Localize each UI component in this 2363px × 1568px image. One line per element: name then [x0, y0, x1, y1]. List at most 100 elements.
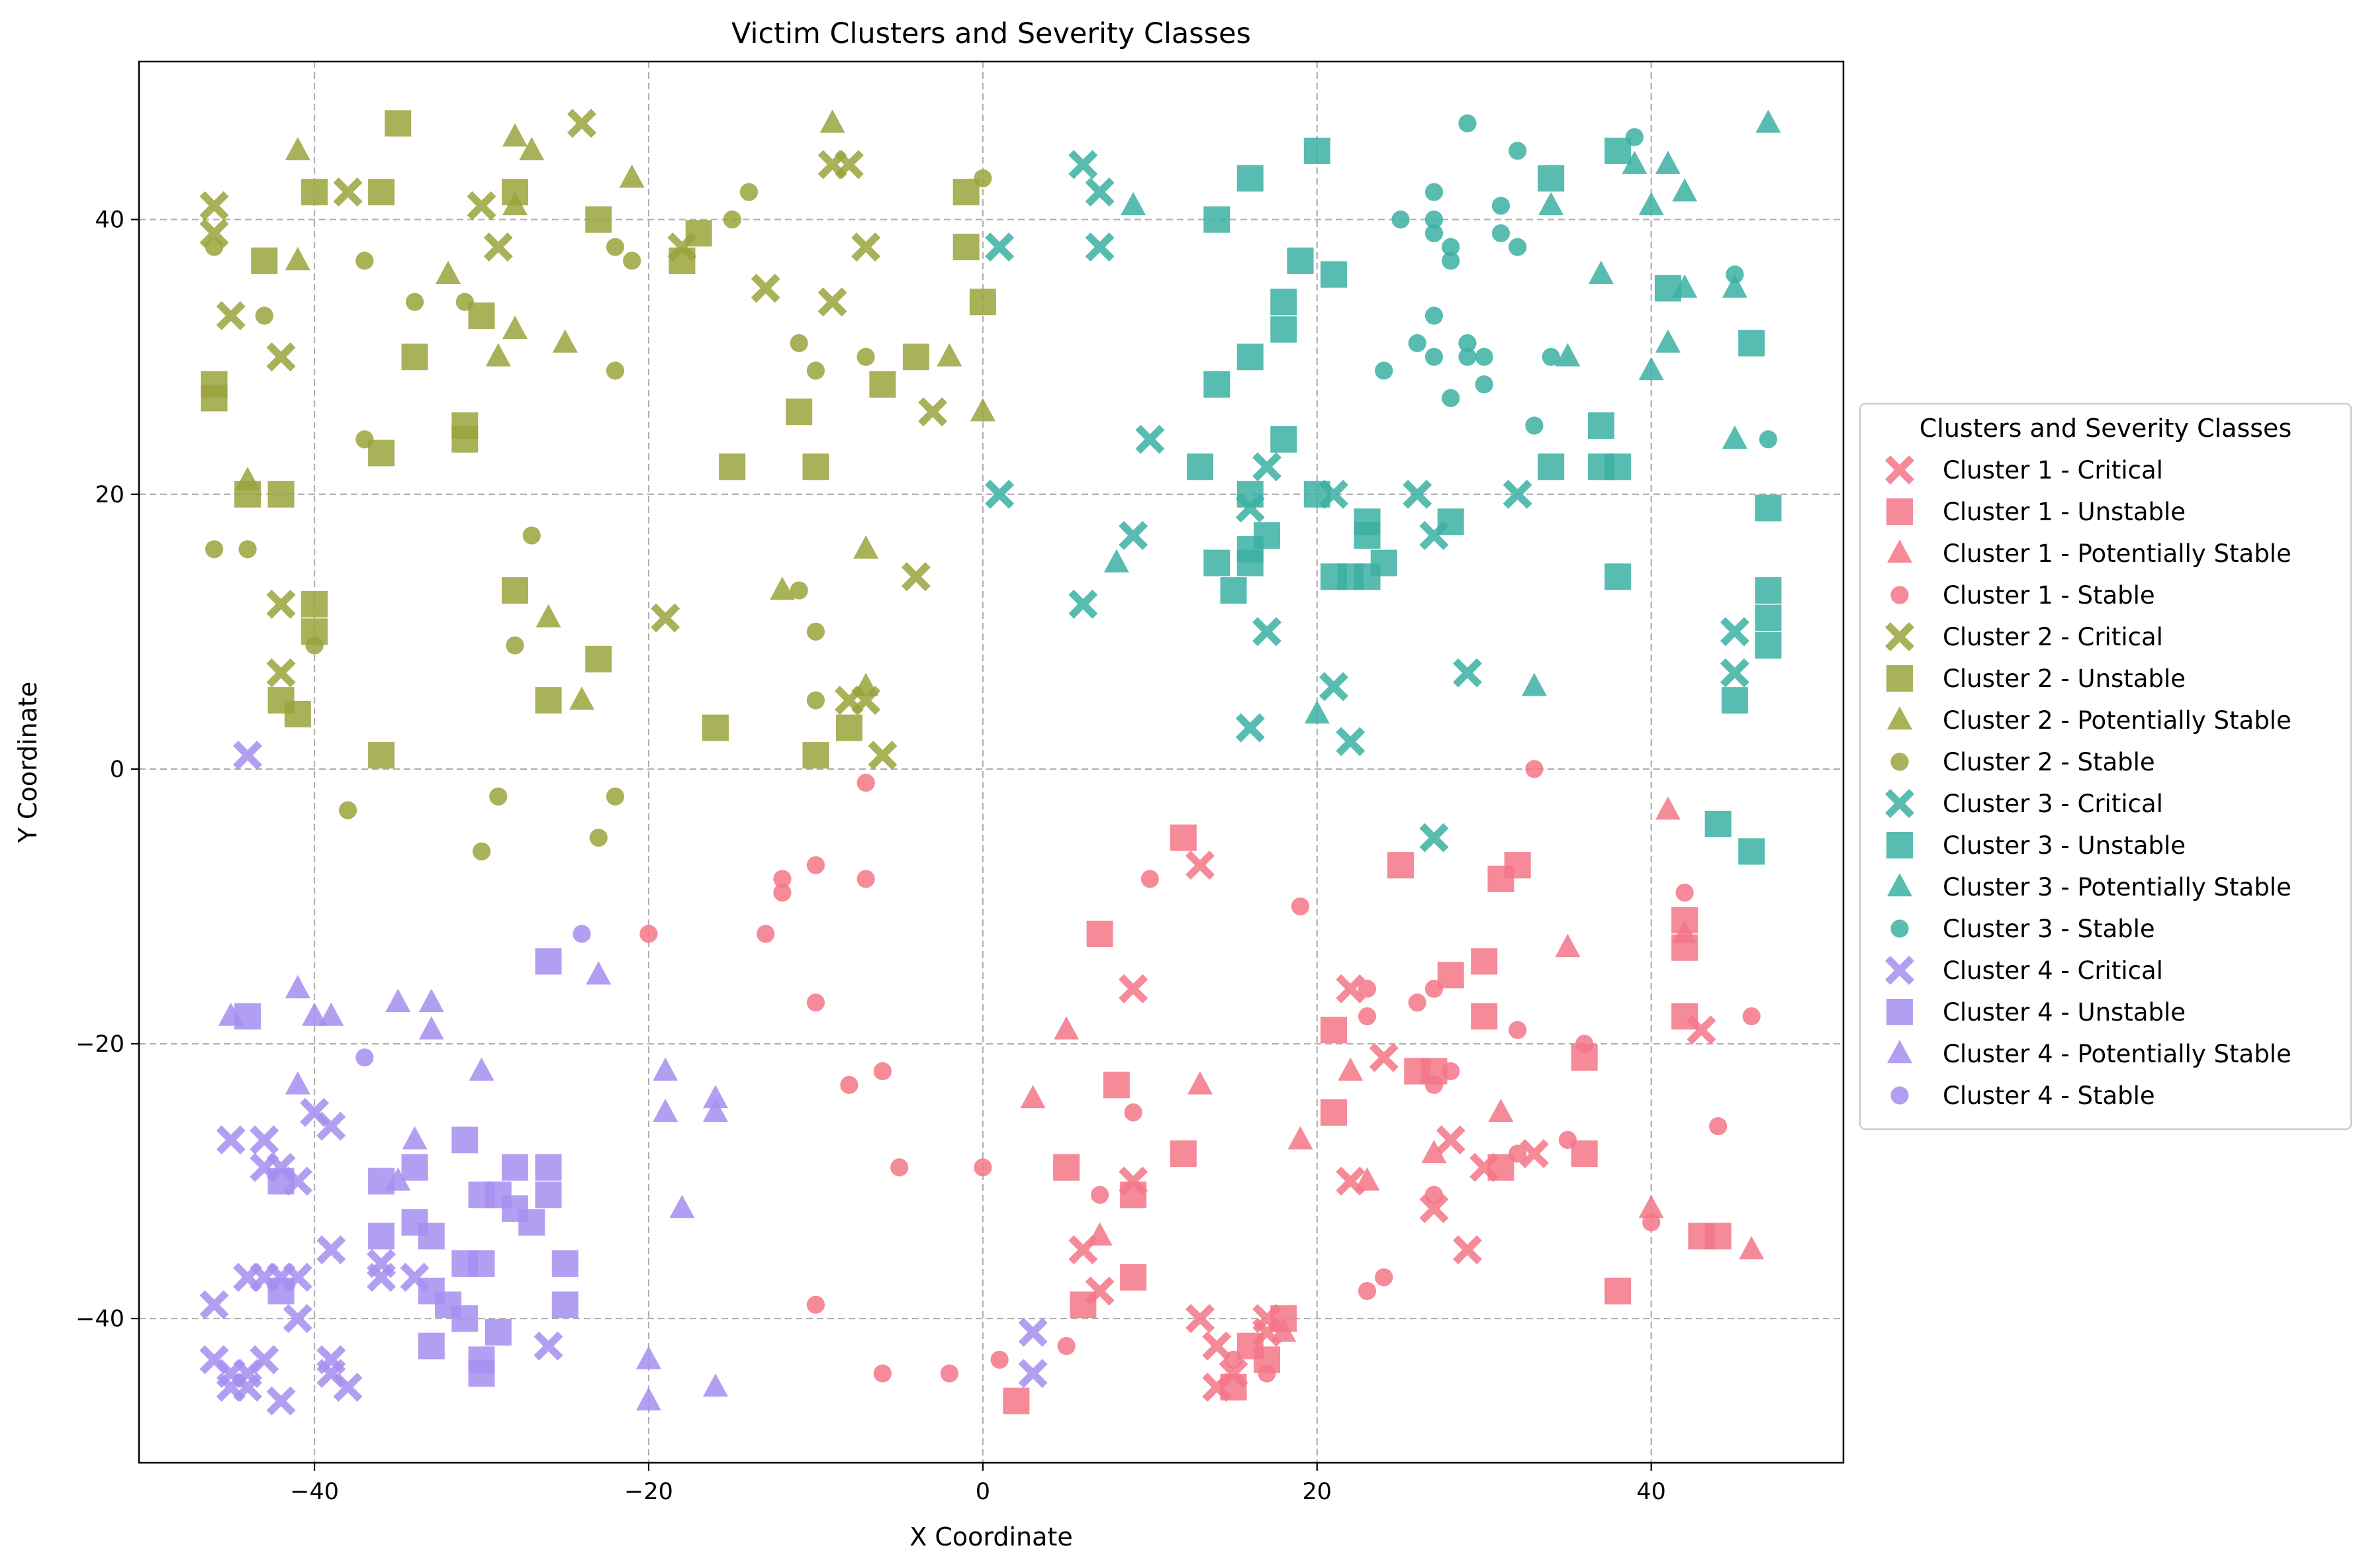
legend-marker: [1886, 999, 1913, 1025]
x-tick-label: 40: [1636, 1479, 1666, 1505]
data-point: [1625, 128, 1644, 146]
y-tick-label: 40: [95, 207, 124, 234]
data-point: [1655, 796, 1681, 820]
data-point: [1671, 1003, 1698, 1030]
data-point: [472, 842, 491, 861]
data-point: [1124, 1103, 1142, 1122]
data-point: [1068, 589, 1098, 619]
data-point: [1503, 479, 1532, 509]
data-point: [790, 334, 808, 353]
data-point: [468, 302, 495, 329]
data-point: [651, 603, 680, 633]
data-point: [853, 535, 879, 559]
data-point: [266, 658, 296, 688]
data-point: [368, 179, 395, 206]
data-point: [739, 183, 759, 201]
data-point: [1672, 920, 1698, 944]
data-point: [1642, 1213, 1661, 1232]
legend-label: Cluster 2 - Unstable: [1943, 665, 2186, 693]
legend-label: Cluster 4 - Unstable: [1943, 998, 2186, 1027]
data-point: [623, 252, 641, 270]
legend-marker: [1885, 789, 1914, 818]
data-point: [952, 179, 980, 206]
data-point: [266, 589, 296, 619]
data-point: [1252, 452, 1282, 482]
legend-item: Cluster 4 - Potentially Stable: [1887, 1040, 2292, 1068]
legend-item: Cluster 1 - Unstable: [1886, 498, 2186, 526]
data-point: [868, 741, 898, 770]
data-point: [267, 481, 295, 508]
data-point: [1442, 238, 1460, 256]
data-point: [1759, 430, 1777, 449]
data-point: [773, 884, 792, 902]
data-point: [368, 1222, 395, 1250]
data-point: [1018, 1359, 1048, 1389]
data-point: [1375, 1268, 1393, 1287]
data-point: [1525, 760, 1544, 778]
data-point: [1508, 1021, 1527, 1039]
data-point: [483, 232, 513, 262]
data-point: [1271, 1318, 1297, 1342]
data-point: [469, 1057, 494, 1081]
data-point: [502, 192, 528, 216]
data-point: [1421, 1140, 1447, 1164]
data-point: [535, 687, 562, 714]
data-point: [1120, 1181, 1147, 1209]
data-point: [873, 1364, 892, 1383]
data-point: [723, 210, 741, 229]
data-point: [1387, 852, 1414, 879]
data-point: [1675, 884, 1694, 902]
data-point: [1638, 1195, 1664, 1219]
data-point: [551, 1291, 579, 1318]
data-point: [233, 741, 263, 770]
data-point: [1170, 1140, 1197, 1168]
data-point: [1090, 1185, 1109, 1204]
data-point: [216, 1125, 246, 1155]
data-point: [1721, 687, 1748, 714]
data-point: [283, 1304, 312, 1334]
data-point: [1555, 933, 1581, 957]
data-point: [238, 540, 257, 559]
data-point: [1622, 150, 1647, 174]
data-point: [1521, 672, 1547, 696]
data-point: [1437, 962, 1464, 989]
data-point: [857, 774, 875, 792]
data-point: [1320, 261, 1348, 288]
series-cluster-4-x: [199, 741, 1048, 1416]
data-point: [1504, 852, 1531, 879]
data-point: [719, 453, 746, 481]
data-point: [368, 742, 395, 769]
data-point: [418, 1332, 445, 1360]
data-point: [1558, 1130, 1577, 1149]
data-point: [502, 1154, 529, 1181]
data-point: [1220, 577, 1247, 604]
data-point: [535, 604, 561, 627]
data-point: [1018, 1317, 1048, 1347]
data-point: [619, 164, 645, 188]
data-point: [669, 247, 696, 274]
legend-marker: [1890, 1086, 1909, 1105]
data-point: [1135, 424, 1165, 454]
data-point: [1053, 1154, 1080, 1181]
legend-marker: [1887, 873, 1912, 897]
data-point: [901, 562, 931, 592]
data-point: [1755, 494, 1782, 522]
data-point: [552, 329, 578, 353]
legend-item: Cluster 3 - Potentially Stable: [1887, 873, 2292, 901]
data-point: [1487, 1154, 1514, 1181]
data-point: [405, 293, 424, 311]
data-point: [1419, 1194, 1449, 1224]
legend-label: Cluster 3 - Critical: [1943, 790, 2163, 818]
series-cluster-1-s: [1003, 824, 1732, 1414]
data-point: [302, 1002, 328, 1026]
data-point: [1655, 150, 1681, 174]
data-point: [1424, 210, 1444, 229]
legend-item: Cluster 3 - Critical: [1885, 789, 2163, 818]
data-point: [1270, 316, 1297, 343]
series-cluster-4-o: [355, 925, 591, 1067]
data-point: [285, 975, 310, 999]
chart-title: Victim Clusters and Severity Classes: [731, 17, 1251, 50]
data-point: [1203, 549, 1230, 576]
data-point: [418, 1016, 444, 1040]
y-tick-label: 20: [95, 482, 124, 508]
